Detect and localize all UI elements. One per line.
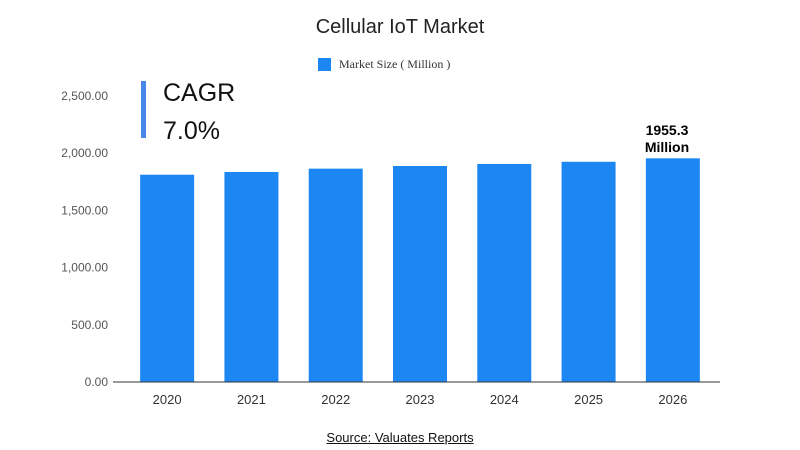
bar bbox=[645, 158, 700, 382]
chart-legend: Market Size ( Million ) bbox=[318, 57, 450, 72]
y-tick-label: 2,000.00 bbox=[61, 146, 108, 160]
bar bbox=[140, 174, 195, 382]
y-tick-label: 1,000.00 bbox=[61, 261, 108, 275]
x-tick-label: 2024 bbox=[490, 392, 519, 407]
x-tick-label: 2022 bbox=[321, 392, 350, 407]
bar bbox=[477, 163, 532, 382]
legend-label: Market Size ( Million ) bbox=[339, 57, 451, 71]
end-value-annotation: 1955.3 Million bbox=[622, 122, 712, 156]
y-tick-label: 0.00 bbox=[85, 375, 109, 389]
cagr-label: CAGR bbox=[163, 79, 236, 107]
x-tick-label: 2026 bbox=[658, 392, 687, 407]
x-tick-label: 2021 bbox=[237, 392, 266, 407]
x-tick-label: 2023 bbox=[406, 392, 435, 407]
end-value-unit: Million bbox=[644, 139, 690, 155]
y-tick-label: 500.00 bbox=[71, 318, 108, 332]
x-tick-label: 2025 bbox=[574, 392, 603, 407]
bar bbox=[308, 168, 363, 382]
chart-title: Cellular IoT Market bbox=[315, 16, 485, 38]
y-tick-label: 2,500.00 bbox=[61, 89, 108, 103]
bar bbox=[224, 171, 279, 382]
cagr-accent-bar bbox=[141, 81, 146, 138]
bar bbox=[393, 166, 447, 382]
cagr-value: 7.0% bbox=[163, 117, 220, 145]
bar bbox=[561, 161, 616, 382]
source-link[interactable]: Source: Valuates Reports bbox=[326, 430, 474, 445]
end-value: 1955.3 bbox=[645, 122, 689, 138]
legend-swatch bbox=[318, 58, 331, 71]
y-tick-label: 1,500.00 bbox=[61, 203, 108, 217]
x-tick-label: 2020 bbox=[153, 392, 182, 407]
